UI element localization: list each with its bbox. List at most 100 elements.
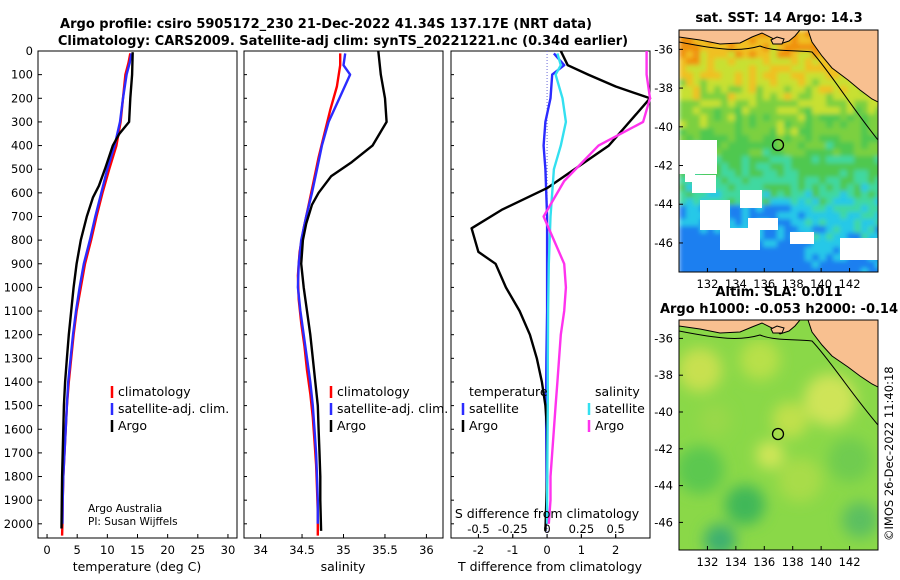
sst-cell (693, 212, 701, 220)
salinity-panel: 34 34.5 35 35.5 36 climatology satellite-adj… (243, 50, 448, 574)
sst-cell (777, 114, 785, 122)
sst-cell (812, 86, 820, 94)
sst-cell (798, 86, 806, 94)
sst-cell (686, 226, 694, 234)
sst-cell (714, 233, 722, 241)
sst-cell (742, 44, 750, 52)
sst-cell (854, 121, 862, 129)
sst-cell (735, 121, 743, 129)
sst-cell (770, 135, 778, 143)
lat-tick-label: -42 (654, 159, 673, 173)
sst-cell (742, 177, 750, 185)
sst-cell (693, 86, 701, 94)
sst-cell (791, 205, 799, 213)
sst-cell (714, 268, 722, 272)
sst-cell (833, 240, 841, 248)
sst-cell (812, 205, 820, 213)
sst-cell (805, 247, 813, 255)
sst-cell (679, 107, 687, 115)
sst-cell (735, 177, 743, 185)
lat-tick-label: -36 (654, 42, 673, 56)
sst-cell (840, 177, 848, 185)
sst-cell (861, 233, 869, 241)
sst-cell (840, 261, 848, 269)
sst-cell (735, 142, 743, 150)
depth-tick-label: 1000 (4, 280, 33, 294)
sst-cell (714, 247, 722, 255)
sst-cell (714, 142, 722, 150)
sst-cell (770, 240, 778, 248)
sst-cell (679, 219, 687, 227)
sst-cell (854, 100, 862, 108)
sst-cell (861, 142, 869, 150)
sst-cell (679, 44, 687, 52)
sst-cell (840, 205, 848, 213)
sst-cell (812, 100, 820, 108)
sst-cell (749, 163, 757, 171)
sst-cell (826, 233, 834, 241)
sst-cell (826, 114, 834, 122)
depth-tick-label: 1100 (4, 304, 33, 318)
sst-cell (847, 142, 855, 150)
sst-cell (854, 114, 862, 122)
sst-cell (875, 156, 878, 164)
sst-cell (742, 219, 750, 227)
sst-cell (686, 212, 694, 220)
sst-cell (805, 44, 813, 52)
sst-cell (826, 79, 834, 87)
legend-temperature-title: temperature (469, 384, 548, 399)
sst-cell (791, 149, 799, 157)
sst-cell (784, 177, 792, 185)
sst-cell (756, 184, 764, 192)
sst-cell (763, 198, 771, 206)
sst-cell (819, 86, 827, 94)
sst-cell (735, 44, 743, 52)
sst-cell (812, 177, 820, 185)
sst-cell (868, 212, 876, 220)
depth-tick-label: 900 (11, 257, 33, 271)
sst-cell (770, 149, 778, 157)
sst-cell (812, 65, 820, 73)
sst-cell (819, 156, 827, 164)
sst-cell (770, 233, 778, 241)
sst-cell (840, 79, 848, 87)
sst-cell (742, 37, 750, 45)
sst-cell (861, 149, 869, 157)
depth-ticks: 0 100 200 300 400 500 600 700 800 900 1000 1100 1200… (4, 44, 454, 531)
sst-cell (721, 268, 729, 272)
sst-cell (875, 191, 878, 199)
sst-cell (763, 184, 771, 192)
sst-cell (777, 100, 785, 108)
sst-cell (693, 219, 701, 227)
sst-cell (749, 107, 757, 115)
sst-cell (679, 86, 687, 94)
sst-cell (812, 156, 820, 164)
sst-cell (756, 261, 764, 269)
sst-cell (819, 114, 827, 122)
sst-cell (875, 198, 878, 206)
sst-cell (791, 51, 799, 59)
sst-cell (805, 149, 813, 157)
sst-cell (875, 261, 878, 269)
sst-cell (700, 107, 708, 115)
sst-cell (763, 121, 771, 129)
sst-cell (854, 205, 862, 213)
sst-cell (847, 93, 855, 101)
x-tick-label: 35 (336, 543, 351, 557)
sst-cell (819, 170, 827, 178)
sst-cell (861, 212, 869, 220)
sst-cell (714, 121, 722, 129)
depth-tick-label: 800 (11, 233, 33, 247)
sst-cell (826, 149, 834, 157)
sst-cell (777, 135, 785, 143)
sst-cell (679, 65, 687, 73)
sst-cell (742, 205, 750, 213)
sst-cell (686, 37, 694, 45)
sst-cell (840, 184, 848, 192)
sst-cell (770, 205, 778, 213)
sst-cell (854, 184, 862, 192)
depth-tick-label: 1800 (4, 470, 33, 484)
sst-cell (868, 219, 876, 227)
sst-cell (693, 205, 701, 213)
sst-cell (728, 247, 736, 255)
